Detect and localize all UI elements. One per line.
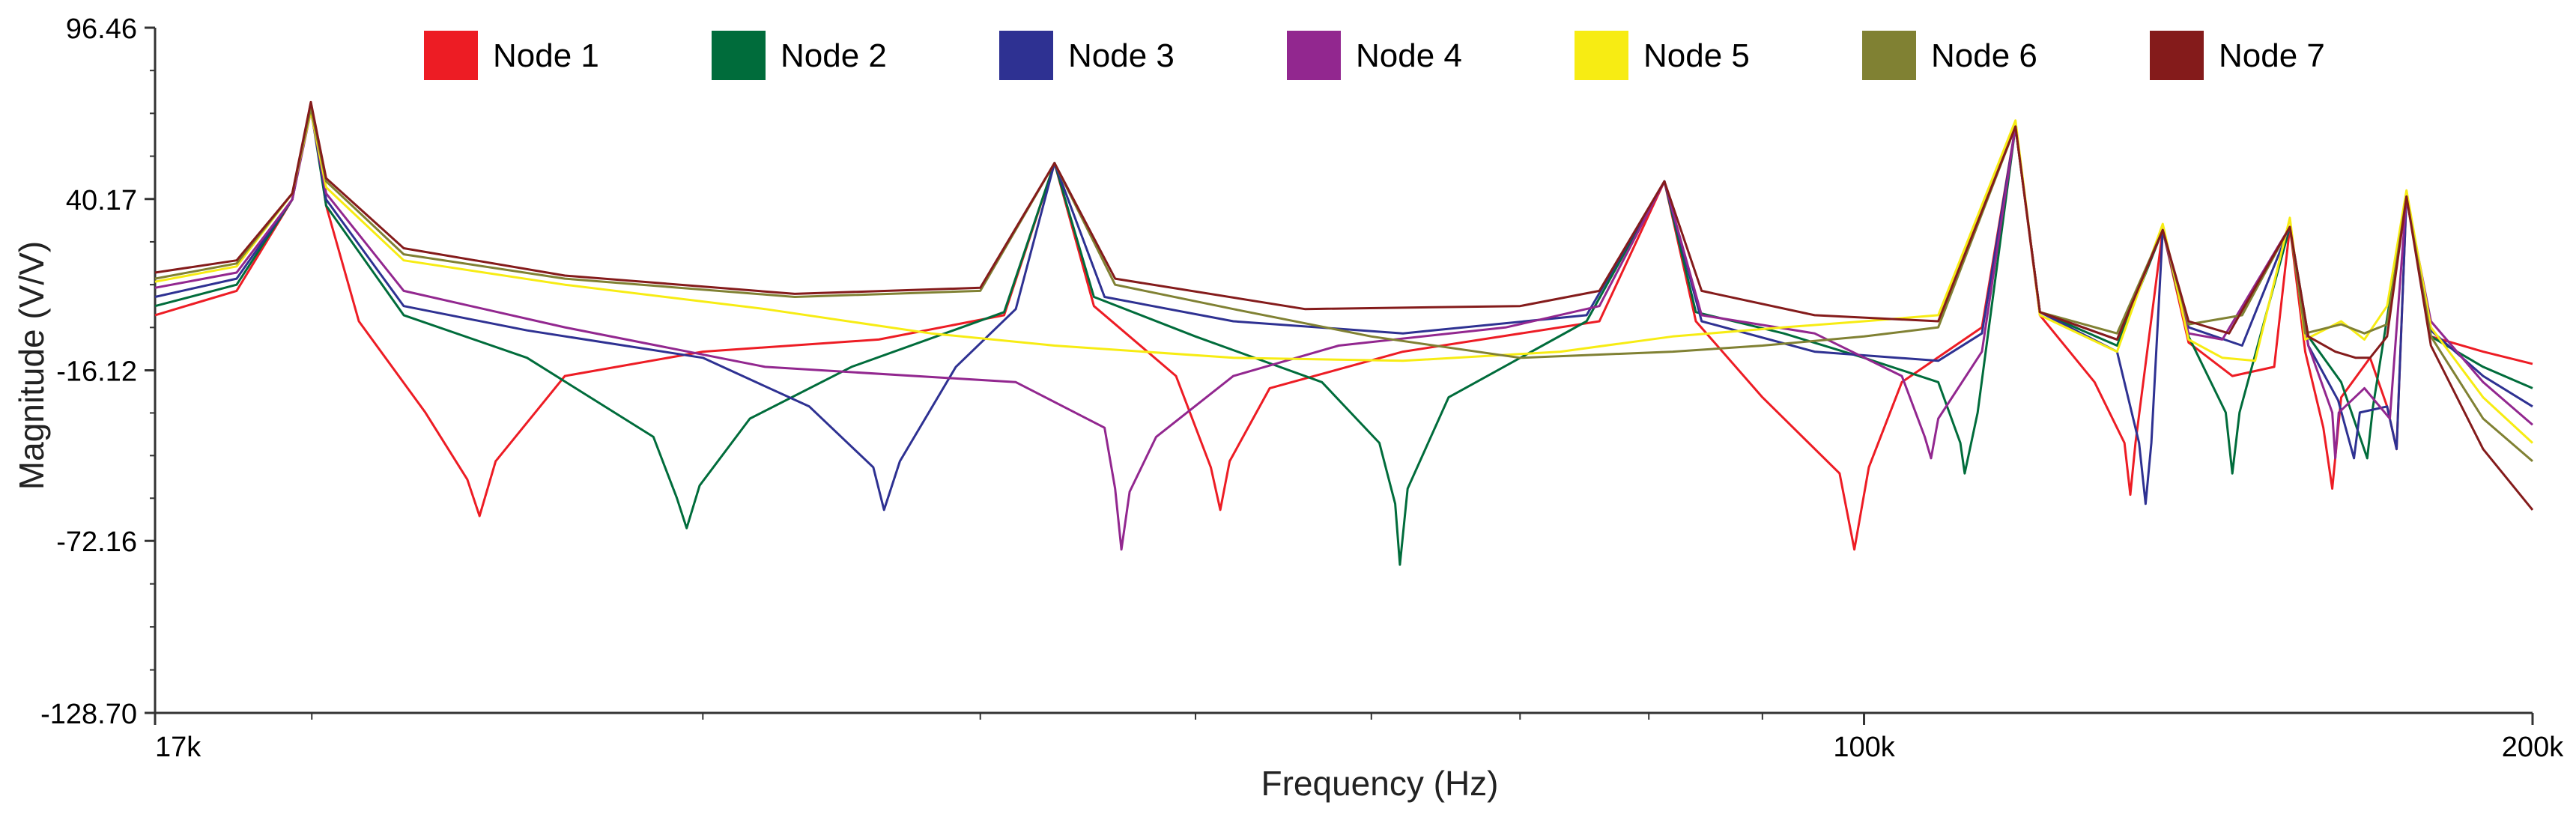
legend-label-node-2: Node 2	[781, 37, 887, 74]
x-tick-label: 100k	[1833, 732, 1895, 763]
legend-swatch-node-7	[2150, 31, 2204, 80]
x-tick-label: 200k	[2502, 732, 2564, 763]
series-line-node-4	[154, 110, 2533, 551]
y-tick-label: 96.46	[66, 13, 137, 45]
series-line-node-5	[154, 110, 2534, 444]
legend-swatch-node-3	[999, 31, 1053, 80]
legend-swatch-node-1	[424, 31, 478, 80]
y-axis-title: Magnitude (V/V)	[12, 241, 51, 490]
axes	[145, 26, 2534, 725]
y-tick-label: -72.16	[56, 526, 137, 558]
legend-label-node-4: Node 4	[1356, 37, 1462, 74]
y-tick-label: -128.70	[40, 699, 137, 730]
legend-swatch-node-6	[1862, 31, 1916, 80]
legend-label-node-1: Node 1	[493, 37, 599, 74]
legend-label-node-5: Node 5	[1643, 37, 1750, 74]
series-line-node-3	[154, 107, 2533, 511]
series-line-node-6	[154, 107, 2533, 463]
legend-swatch-node-5	[1575, 31, 1628, 80]
legend-label-node-6: Node 6	[1931, 37, 2037, 74]
legend-swatch-node-2	[712, 31, 766, 80]
series-line-node-7	[154, 100, 2534, 511]
series-line-node-2	[154, 107, 2533, 566]
legend-label-node-3: Node 3	[1068, 37, 1175, 74]
tick-labels: 96.46 40.17 -16.12 -72.16 -128.70 17k 100k 200k	[40, 13, 2564, 763]
legend-swatch-node-4	[1287, 31, 1341, 80]
series-line-node-1	[154, 100, 2533, 551]
legend: Node 1 Node 2 Node 3 Node 4 Node 5 Node 6 Node…	[424, 31, 2325, 80]
x-tick-label: 17k	[155, 732, 201, 763]
series-layer	[154, 100, 2534, 566]
legend-label-node-7: Node 7	[2219, 37, 2325, 74]
y-tick-label: -16.12	[56, 356, 137, 388]
x-axis-title: Frequency (Hz)	[1261, 764, 1499, 803]
y-tick-label: 40.17	[66, 185, 137, 216]
